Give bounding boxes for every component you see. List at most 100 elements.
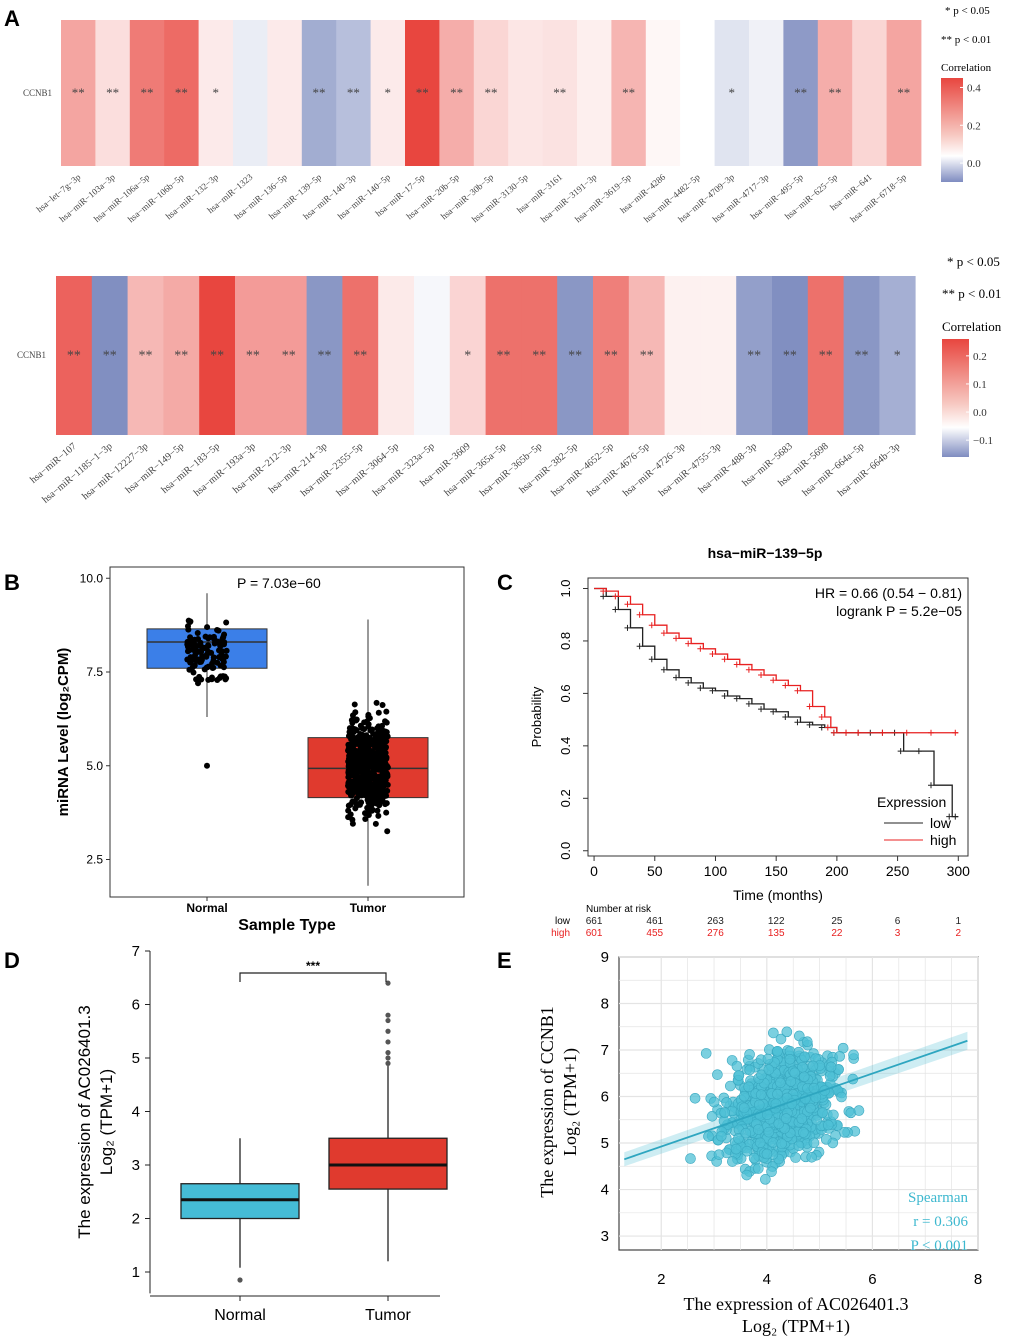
- panel-c-censor-mark: [636, 611, 643, 618]
- panel-c-ytick-label: 0.8: [558, 632, 573, 650]
- panel-c-censor-mark: [928, 782, 935, 789]
- panel-b-point: [369, 807, 376, 814]
- panel-c-censor-mark: [824, 724, 831, 731]
- panel-b-point: [220, 656, 227, 663]
- panel-e-xlabel2: Log₂ (TPM+1): [742, 1316, 850, 1337]
- panel-b-point: [352, 709, 359, 716]
- heatmap-significance: **: [318, 349, 332, 364]
- heatmap-cell: [879, 276, 916, 435]
- heatmap-cell: [577, 20, 612, 166]
- heatmap-cell: [163, 276, 200, 435]
- panel-d-xtick-label: Normal: [214, 1307, 266, 1324]
- panel-c-censor-mark: [903, 729, 910, 736]
- panel-d-significance: ***: [306, 959, 320, 973]
- panel-b-point: [188, 654, 195, 661]
- heatmap-cell: [886, 20, 922, 166]
- panel-c-censor-mark: [897, 748, 904, 755]
- panel-e-point: [741, 1169, 753, 1181]
- panel-e-stat-method: Spearman: [908, 1190, 968, 1206]
- panel-c-risk-value: 1: [956, 916, 962, 927]
- panel-b-point: [362, 815, 369, 822]
- heatmap-significance: *: [464, 349, 471, 364]
- panel-b-point: [363, 718, 370, 725]
- panel-d-ytick-label: 3: [132, 1157, 140, 1174]
- panel-e-point: [789, 1067, 801, 1079]
- heatmap-column-label: hsa−miR−664b−3p: [836, 441, 902, 499]
- heatmap-bottom-legend-title: Correlation: [942, 319, 1002, 334]
- panel-c-censor-mark: [915, 748, 922, 755]
- panel-b-point: [373, 699, 380, 706]
- heatmap-column-label: hsa−miR−12227−3p: [80, 441, 150, 502]
- panel-b-point: [375, 812, 382, 819]
- panel-c-censor-mark: [648, 622, 655, 629]
- heatmap-cell: [628, 276, 665, 435]
- panel-c-censor-mark: [685, 679, 692, 686]
- panel-b-point: [214, 626, 221, 633]
- panel-b-ytick-label: 7.5: [86, 665, 103, 679]
- panel-c-censor-mark: [673, 674, 680, 681]
- panel-e-point: [763, 1064, 775, 1075]
- panel-b-point: [203, 644, 210, 651]
- heatmap-cell: [439, 20, 475, 166]
- panel-e-point: [811, 1114, 822, 1126]
- panel-d-ylabel2: Log₂ (TPM+1): [97, 1069, 116, 1175]
- panel-b-plot-area: [109, 566, 465, 898]
- panel-c-censor-mark: [745, 666, 752, 673]
- panel-e-ylabel2: Log₂ (TPM+1): [560, 1048, 581, 1156]
- panel-b-point: [366, 787, 373, 794]
- panel-b-point: [223, 619, 230, 626]
- heatmap-bottom-row-label: CCNB1: [17, 350, 46, 360]
- panel-c-ytick-label: 1.0: [558, 579, 573, 597]
- panel-b-point: [185, 626, 192, 633]
- panel-e-xtick-label: 8: [974, 1271, 982, 1288]
- panel-b-point: [355, 734, 362, 741]
- heatmap-column-label: hsa−miR−4726−3p: [621, 441, 687, 499]
- panel-d-outlier: [385, 980, 391, 986]
- panel-b-point: [367, 802, 374, 809]
- panel-e-point: [744, 1064, 756, 1076]
- panel-e-scatter: 2 4 6 8 3 4 5 6 7 8 9 Spearman r = 0.306 P < 0.001…: [537, 949, 982, 1337]
- panel-e-point: [768, 1027, 779, 1039]
- legend-tick-label: 0.1: [973, 379, 987, 391]
- heatmap-significance: **: [497, 349, 511, 364]
- panel-b-point: [369, 771, 376, 778]
- panel-c-ytick-label: 0.0: [558, 842, 573, 860]
- panel-b-point: [372, 789, 379, 796]
- panel-e-point: [798, 1071, 810, 1083]
- panel-b-point: [188, 638, 195, 645]
- panel-b-point: [198, 656, 205, 663]
- panel-e-point: [738, 1102, 750, 1114]
- heatmap-significance: **: [604, 349, 618, 364]
- panel-c-xtick-label: 150: [764, 863, 788, 879]
- panel-b-point: [381, 749, 388, 756]
- heatmap-significance: **: [783, 349, 797, 364]
- panel-b-xtick-label: Normal: [186, 901, 227, 915]
- panel-c-censor-mark: [928, 729, 935, 736]
- panel-c-risk-label-high: high: [551, 928, 570, 939]
- heatmap-significance: **: [106, 85, 119, 100]
- panel-e-point: [772, 1088, 783, 1100]
- panel-e-point: [828, 1109, 839, 1121]
- panel-label-c: C: [497, 570, 513, 595]
- heatmap-bottom-legend-sig2: ** p < 0.01: [942, 286, 1001, 301]
- panel-b-outlier: [204, 762, 210, 769]
- panel-b-xtick-label: Tumor: [350, 901, 387, 915]
- heatmap-significance: **: [855, 349, 869, 364]
- legend-tick-label: 0.0: [973, 407, 987, 419]
- panel-e-xtick-label: 6: [868, 1271, 876, 1288]
- panel-e-point: [738, 1090, 750, 1102]
- heatmap-significance: **: [347, 85, 360, 100]
- panel-c-ytick-label: 0.6: [558, 684, 573, 702]
- panel-c-km-plot: hsa−miR−139−5p 0 50 100 150 200 250 300 0.0 0.2 0…: [529, 545, 970, 939]
- panel-e-point: [689, 1092, 701, 1104]
- panel-c-censor-mark: [709, 651, 716, 658]
- panel-c-censor-mark: [660, 630, 667, 637]
- heatmap-significance: **: [794, 85, 807, 100]
- heatmap-significance: **: [640, 349, 654, 364]
- panel-b-point: [383, 792, 390, 799]
- heatmap-top-colorbar: [941, 78, 963, 182]
- panel-b-point: [383, 809, 390, 816]
- panel-e-point: [836, 1091, 847, 1103]
- panel-e-xlabel: The expression of AC026401.3: [684, 1294, 909, 1314]
- panel-c-censor-mark: [612, 606, 619, 613]
